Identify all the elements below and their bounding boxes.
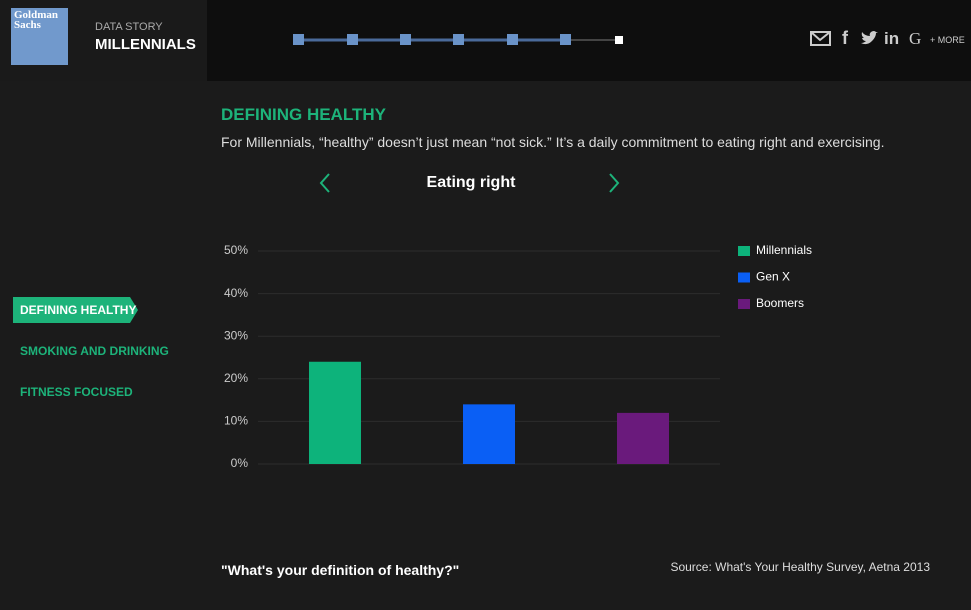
- next-arrow[interactable]: [607, 172, 621, 194]
- source: Source: What's Your Healthy Survey, Aetn…: [670, 560, 930, 574]
- y-tick-label: 10%: [224, 414, 248, 428]
- legend-label: Millennials: [756, 243, 812, 257]
- slide-title: Eating right: [426, 174, 516, 191]
- y-tick-label: 30%: [224, 328, 248, 342]
- facebook-icon[interactable]: f: [842, 28, 848, 48]
- google-icon[interactable]: G: [909, 29, 922, 48]
- nav-active-bg: [13, 297, 138, 323]
- bar: [309, 361, 361, 464]
- legend-label: Gen X: [756, 270, 790, 284]
- y-tick-label: 50%: [224, 243, 248, 257]
- y-tick-label: 40%: [224, 286, 248, 300]
- y-tick-label: 0%: [231, 456, 249, 470]
- legend-swatch: [738, 272, 750, 283]
- legend-swatch: [738, 299, 750, 309]
- y-tick-label: 20%: [224, 371, 248, 385]
- bar: [463, 404, 515, 464]
- prev-arrow[interactable]: [318, 172, 332, 194]
- nav-item[interactable]: SMOKING AND DRINKING: [20, 344, 169, 358]
- legend-label: Boomers: [756, 296, 804, 310]
- question: "What's your definition of healthy?": [221, 562, 460, 578]
- kicker: DATA STORY: [95, 21, 163, 33]
- twitter-icon[interactable]: [859, 30, 879, 48]
- mail-icon[interactable]: [810, 30, 838, 48]
- progress-current: [615, 36, 623, 44]
- section-text: For Millennials, “healthy” doesn’t just …: [221, 134, 885, 150]
- more-share[interactable]: + MORE: [930, 35, 965, 45]
- progress[interactable]: [290, 30, 630, 50]
- story-title: MILLENNIALS: [95, 36, 196, 53]
- section-title: DEFINING HEALTHY: [221, 105, 386, 124]
- nav-item[interactable]: FITNESS FOCUSED: [20, 385, 133, 399]
- nav-item[interactable]: DEFINING HEALTHY: [20, 303, 137, 317]
- linkedin-icon[interactable]: in: [884, 29, 900, 48]
- legend-swatch: [738, 246, 750, 256]
- logo[interactable]: Goldman Sachs: [11, 8, 68, 65]
- bar: [617, 412, 669, 464]
- progress-dots: [293, 34, 571, 45]
